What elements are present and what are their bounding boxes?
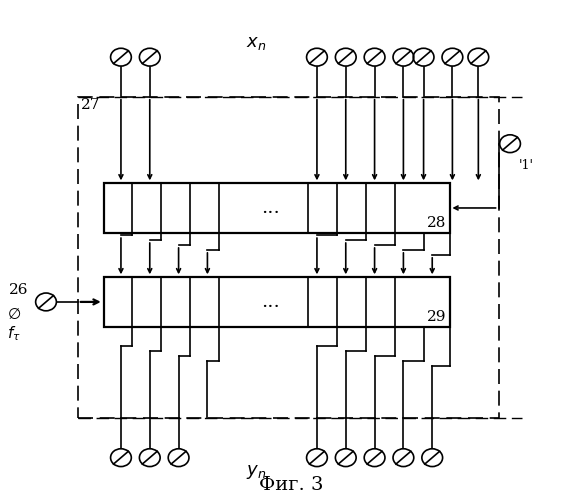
Text: Фиг. 3: Фиг. 3 xyxy=(259,476,323,494)
Bar xyxy=(104,277,449,326)
Text: 29: 29 xyxy=(427,310,446,324)
Text: 27: 27 xyxy=(80,98,100,112)
Text: ...: ... xyxy=(261,199,280,217)
Text: 26: 26 xyxy=(9,283,28,297)
Text: ...: ... xyxy=(261,293,280,311)
Bar xyxy=(104,183,449,232)
Text: $y_n$: $y_n$ xyxy=(246,462,267,480)
Text: $f_\tau$: $f_\tau$ xyxy=(7,324,20,343)
Text: '1': '1' xyxy=(519,158,534,172)
Text: 28: 28 xyxy=(427,216,446,230)
Text: $\varnothing$: $\varnothing$ xyxy=(7,307,21,322)
Text: $x_n$: $x_n$ xyxy=(246,34,267,52)
Bar xyxy=(78,96,499,418)
